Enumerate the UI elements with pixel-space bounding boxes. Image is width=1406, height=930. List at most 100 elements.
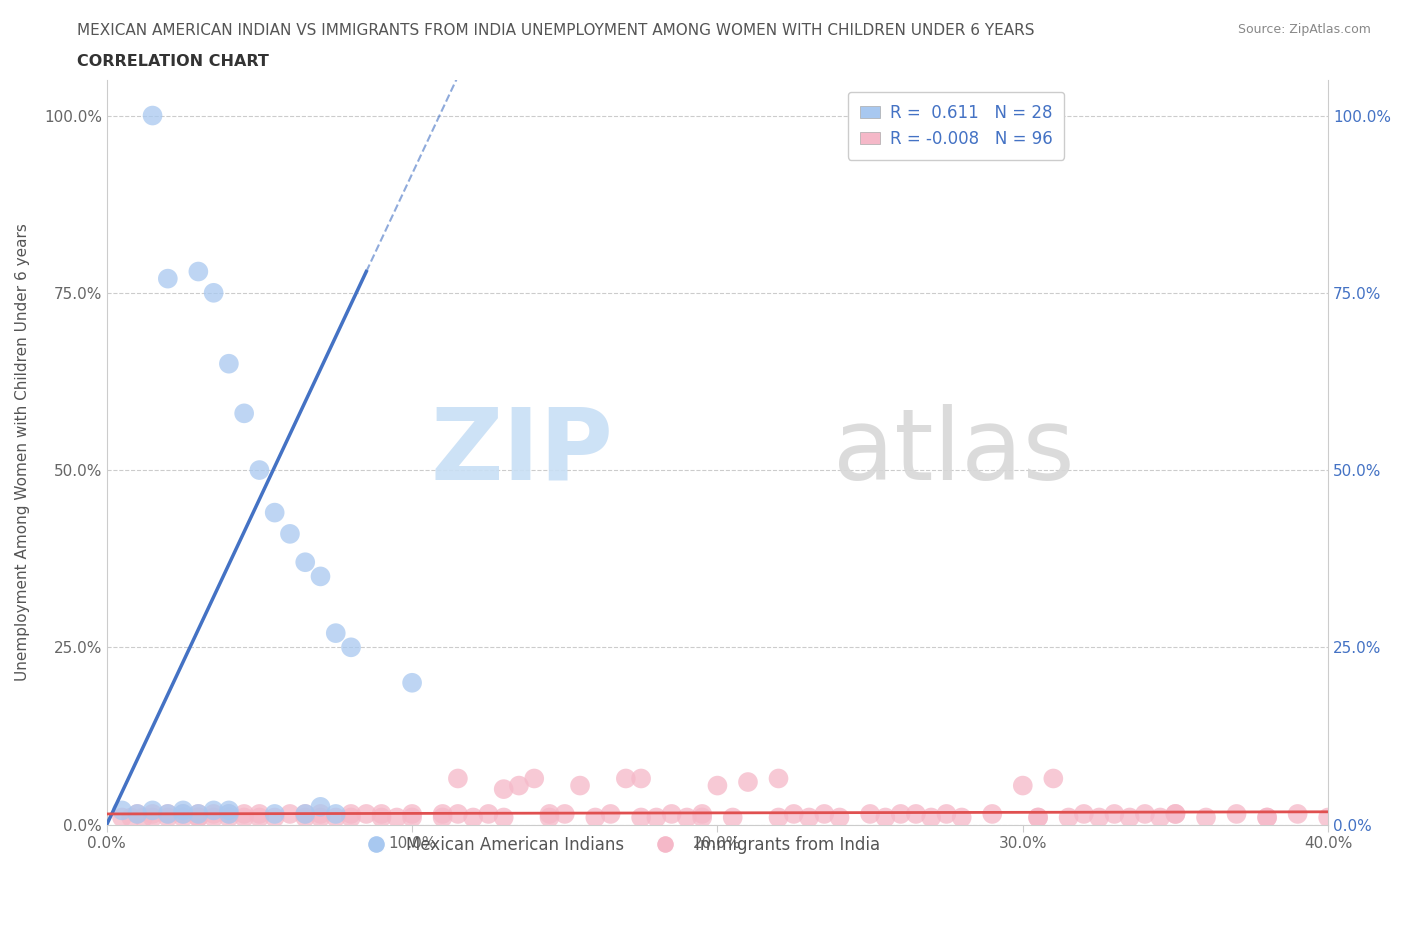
- Point: [187, 806, 209, 821]
- Point: [340, 806, 363, 821]
- Point: [1026, 810, 1049, 825]
- Point: [1256, 810, 1278, 825]
- Point: [202, 806, 225, 821]
- Point: [768, 771, 790, 786]
- Point: [249, 806, 271, 821]
- Point: [172, 806, 194, 821]
- Point: [202, 803, 225, 817]
- Point: [813, 806, 835, 821]
- Point: [187, 810, 209, 825]
- Point: [172, 806, 194, 821]
- Point: [492, 810, 515, 825]
- Point: [309, 806, 332, 821]
- Point: [202, 810, 225, 825]
- Text: Source: ZipAtlas.com: Source: ZipAtlas.com: [1237, 23, 1371, 36]
- Point: [523, 771, 546, 786]
- Point: [447, 771, 470, 786]
- Point: [797, 810, 820, 825]
- Point: [172, 810, 194, 825]
- Text: CORRELATION CHART: CORRELATION CHART: [77, 54, 269, 69]
- Point: [401, 675, 423, 690]
- Point: [156, 272, 179, 286]
- Point: [142, 803, 165, 817]
- Point: [538, 810, 561, 825]
- Point: [1118, 810, 1140, 825]
- Point: [233, 405, 256, 420]
- Point: [294, 806, 316, 821]
- Point: [554, 806, 576, 821]
- Point: [690, 806, 713, 821]
- Point: [156, 806, 179, 821]
- Point: [340, 810, 363, 825]
- Point: [278, 526, 301, 541]
- Legend: Mexican American Indians, Immigrants from India: Mexican American Indians, Immigrants fro…: [353, 830, 887, 861]
- Point: [127, 806, 149, 821]
- Point: [920, 810, 942, 825]
- Point: [309, 569, 332, 584]
- Point: [111, 810, 134, 825]
- Point: [127, 806, 149, 821]
- Point: [477, 806, 499, 821]
- Point: [294, 806, 316, 821]
- Point: [676, 810, 699, 825]
- Point: [233, 810, 256, 825]
- Point: [463, 810, 485, 825]
- Point: [614, 771, 637, 786]
- Point: [325, 626, 347, 641]
- Point: [370, 806, 392, 821]
- Point: [737, 775, 759, 790]
- Point: [218, 806, 240, 821]
- Point: [1149, 810, 1171, 825]
- Point: [1225, 806, 1247, 821]
- Point: [1073, 806, 1095, 821]
- Point: [218, 803, 240, 817]
- Point: [661, 806, 683, 821]
- Point: [935, 806, 957, 821]
- Point: [859, 806, 882, 821]
- Point: [1164, 806, 1187, 821]
- Point: [325, 810, 347, 825]
- Point: [401, 806, 423, 821]
- Point: [1011, 778, 1033, 793]
- Point: [294, 810, 316, 825]
- Point: [263, 806, 285, 821]
- Point: [1104, 806, 1126, 821]
- Point: [447, 806, 470, 821]
- Point: [599, 806, 621, 821]
- Point: [904, 806, 927, 821]
- Point: [340, 640, 363, 655]
- Point: [111, 803, 134, 817]
- Point: [309, 810, 332, 825]
- Point: [120, 810, 142, 825]
- Point: [1164, 806, 1187, 821]
- Point: [1042, 771, 1064, 786]
- Point: [645, 810, 668, 825]
- Point: [583, 810, 606, 825]
- Text: atlas: atlas: [834, 404, 1076, 501]
- Point: [249, 810, 271, 825]
- Point: [630, 810, 652, 825]
- Point: [187, 264, 209, 279]
- Point: [156, 810, 179, 825]
- Point: [132, 810, 155, 825]
- Point: [768, 810, 790, 825]
- Point: [278, 806, 301, 821]
- Point: [325, 806, 347, 821]
- Point: [233, 806, 256, 821]
- Point: [218, 806, 240, 821]
- Point: [218, 810, 240, 825]
- Point: [828, 810, 851, 825]
- Point: [1286, 806, 1309, 821]
- Point: [783, 806, 806, 821]
- Point: [385, 810, 408, 825]
- Point: [401, 810, 423, 825]
- Point: [950, 810, 973, 825]
- Point: [432, 810, 454, 825]
- Point: [1026, 810, 1049, 825]
- Point: [370, 810, 392, 825]
- Point: [218, 356, 240, 371]
- Point: [569, 778, 592, 793]
- Point: [981, 806, 1004, 821]
- Point: [142, 810, 165, 825]
- Point: [1088, 810, 1111, 825]
